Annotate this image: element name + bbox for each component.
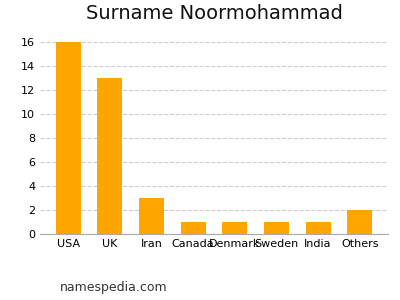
Bar bbox=[181, 222, 206, 234]
Bar bbox=[347, 210, 372, 234]
Bar bbox=[306, 222, 330, 234]
Bar bbox=[139, 198, 164, 234]
Bar bbox=[222, 222, 247, 234]
Bar bbox=[98, 78, 122, 234]
Bar bbox=[264, 222, 289, 234]
Title: Surname Noormohammad: Surname Noormohammad bbox=[86, 4, 342, 23]
Text: namespedia.com: namespedia.com bbox=[60, 281, 168, 294]
Bar bbox=[56, 42, 81, 234]
